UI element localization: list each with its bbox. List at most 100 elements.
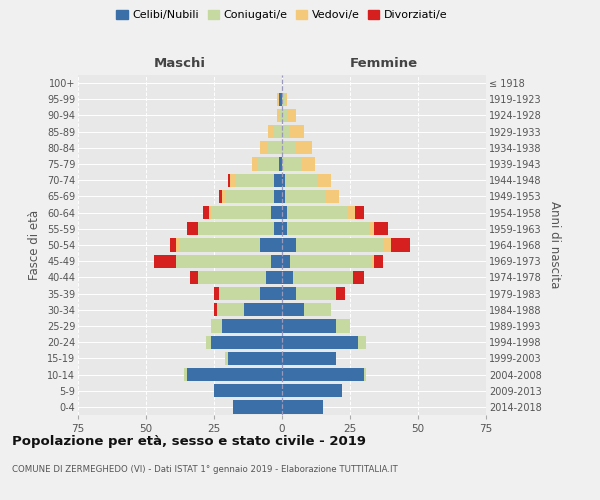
Bar: [277, 109, 279, 122]
Bar: [337, 320, 350, 332]
Bar: [282, 109, 287, 122]
Bar: [244, 303, 282, 316]
Bar: [301, 158, 314, 170]
Bar: [296, 287, 337, 300]
Bar: [184, 368, 187, 381]
Text: Maschi: Maschi: [154, 57, 206, 70]
Bar: [282, 206, 287, 220]
Bar: [222, 190, 225, 203]
Text: Popolazione per età, sesso e stato civile - 2019: Popolazione per età, sesso e stato civil…: [12, 435, 366, 448]
Text: Femmine: Femmine: [350, 57, 418, 70]
Bar: [369, 222, 374, 235]
Bar: [233, 400, 282, 413]
Bar: [282, 287, 296, 300]
Bar: [282, 400, 323, 413]
Bar: [337, 287, 344, 300]
Bar: [282, 320, 337, 332]
Bar: [222, 320, 282, 332]
Bar: [214, 303, 217, 316]
Bar: [282, 336, 358, 349]
Bar: [279, 158, 282, 170]
Bar: [364, 368, 367, 381]
Bar: [209, 206, 211, 220]
Bar: [257, 158, 279, 170]
Bar: [287, 109, 296, 122]
Bar: [176, 238, 179, 252]
Legend: Celibi/Nubili, Coniugati/e, Vedovi/e, Divorziati/e: Celibi/Nubili, Coniugati/e, Vedovi/e, Di…: [112, 6, 452, 25]
Bar: [274, 125, 282, 138]
Bar: [170, 238, 176, 252]
Bar: [282, 368, 364, 381]
Bar: [277, 92, 279, 106]
Bar: [285, 92, 287, 106]
Text: COMUNE DI ZERMEGHEDO (VI) - Dati ISTAT 1° gennaio 2019 - Elaborazione TUTTITALIA: COMUNE DI ZERMEGHEDO (VI) - Dati ISTAT 1…: [12, 465, 398, 474]
Bar: [176, 254, 271, 268]
Bar: [374, 222, 388, 235]
Y-axis label: Anni di nascita: Anni di nascita: [548, 202, 561, 288]
Bar: [274, 222, 282, 235]
Bar: [282, 254, 290, 268]
Bar: [290, 125, 304, 138]
Bar: [260, 287, 282, 300]
Bar: [279, 92, 282, 106]
Bar: [211, 320, 222, 332]
Bar: [282, 270, 293, 284]
Bar: [326, 190, 339, 203]
Bar: [227, 352, 282, 365]
Bar: [304, 303, 331, 316]
Bar: [282, 174, 285, 187]
Bar: [230, 174, 236, 187]
Bar: [271, 254, 282, 268]
Bar: [282, 303, 304, 316]
Bar: [293, 270, 353, 284]
Bar: [187, 368, 282, 381]
Bar: [372, 254, 374, 268]
Bar: [282, 238, 296, 252]
Bar: [287, 222, 369, 235]
Bar: [268, 125, 274, 138]
Bar: [179, 238, 260, 252]
Bar: [206, 336, 211, 349]
Bar: [285, 174, 317, 187]
Bar: [190, 270, 197, 284]
Bar: [290, 254, 372, 268]
Bar: [214, 384, 282, 398]
Bar: [279, 109, 282, 122]
Y-axis label: Fasce di età: Fasce di età: [28, 210, 41, 280]
Bar: [260, 141, 268, 154]
Bar: [260, 238, 282, 252]
Bar: [236, 174, 274, 187]
Bar: [274, 174, 282, 187]
Bar: [274, 190, 282, 203]
Bar: [374, 254, 383, 268]
Bar: [355, 206, 364, 220]
Bar: [282, 141, 296, 154]
Bar: [383, 238, 391, 252]
Bar: [203, 206, 209, 220]
Bar: [214, 287, 220, 300]
Bar: [197, 222, 274, 235]
Bar: [282, 92, 285, 106]
Bar: [282, 190, 285, 203]
Bar: [358, 336, 367, 349]
Bar: [268, 141, 282, 154]
Bar: [287, 206, 347, 220]
Bar: [225, 352, 227, 365]
Bar: [252, 158, 257, 170]
Bar: [266, 270, 282, 284]
Bar: [220, 287, 260, 300]
Bar: [187, 222, 197, 235]
Bar: [282, 222, 287, 235]
Bar: [282, 352, 337, 365]
Bar: [317, 174, 331, 187]
Bar: [154, 254, 176, 268]
Bar: [296, 238, 383, 252]
Bar: [282, 125, 290, 138]
Bar: [391, 238, 410, 252]
Bar: [225, 190, 274, 203]
Bar: [211, 206, 271, 220]
Bar: [282, 384, 342, 398]
Bar: [285, 190, 326, 203]
Bar: [217, 303, 244, 316]
Bar: [211, 336, 282, 349]
